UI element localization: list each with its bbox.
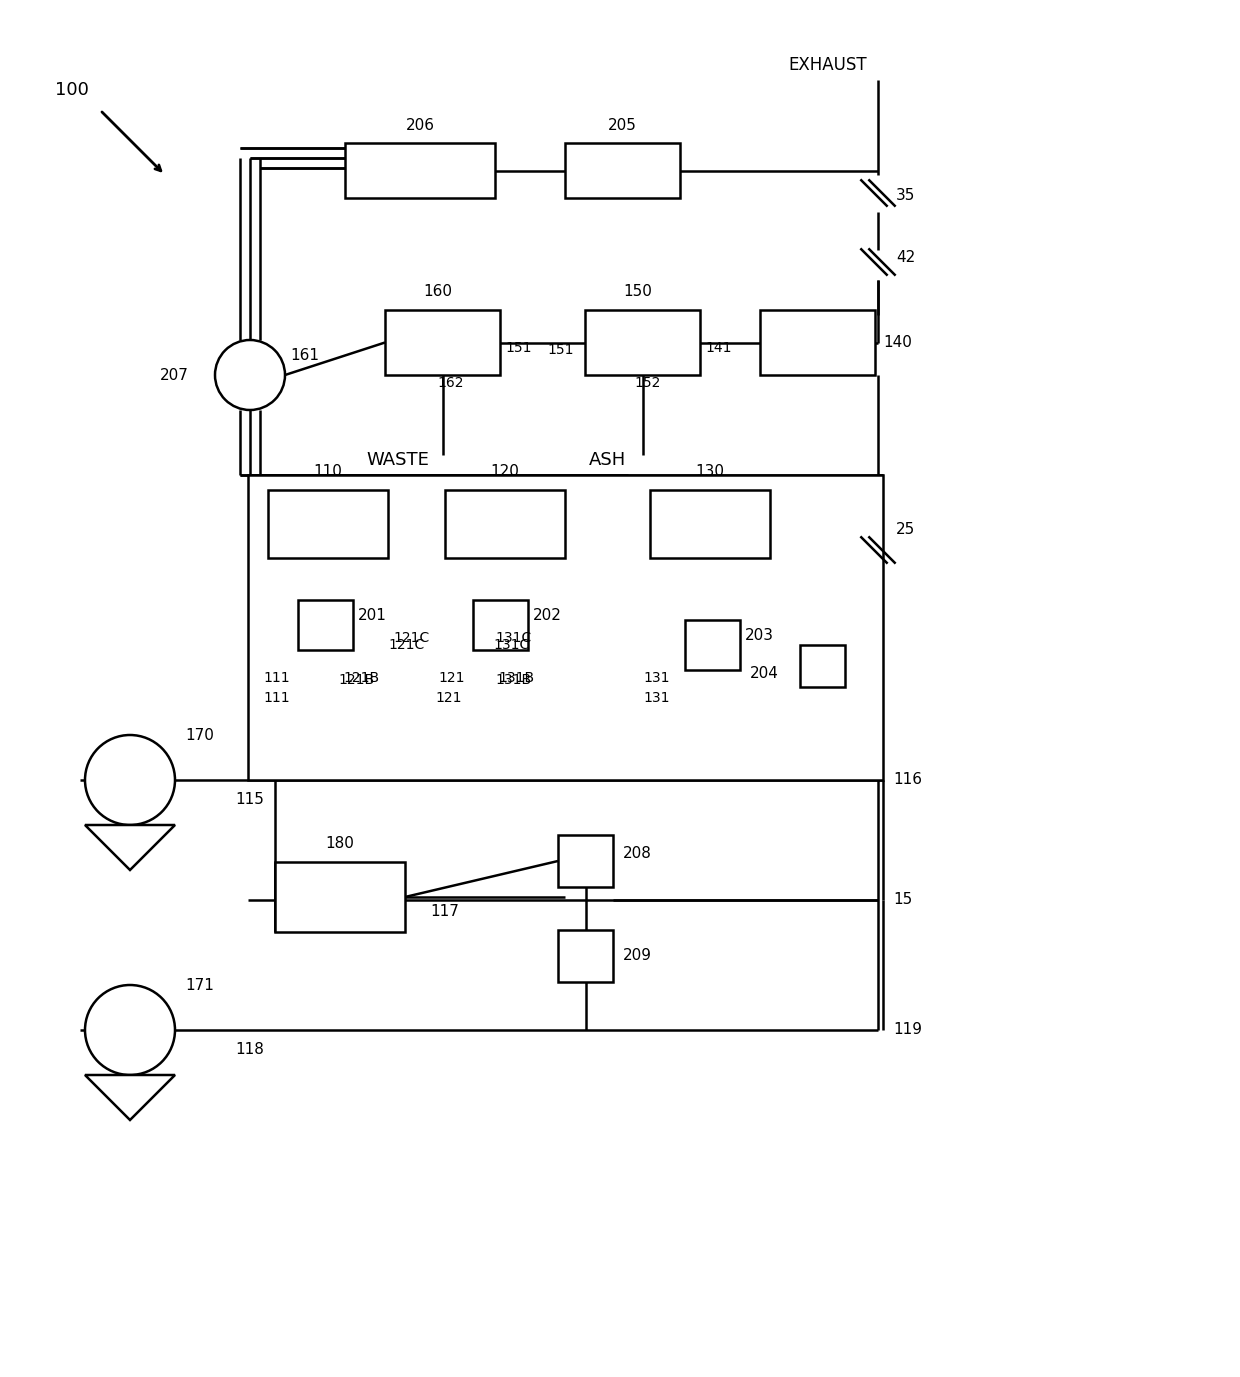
Bar bbox=[585, 310, 701, 375]
Text: 202: 202 bbox=[533, 607, 562, 622]
Text: 100: 100 bbox=[55, 81, 89, 99]
Text: ASH: ASH bbox=[589, 452, 626, 470]
Text: 121B: 121B bbox=[343, 671, 379, 684]
Text: 131B: 131B bbox=[495, 673, 531, 687]
Text: 208: 208 bbox=[622, 845, 652, 861]
Bar bbox=[445, 490, 565, 558]
Text: 131: 131 bbox=[644, 671, 670, 684]
Text: 204: 204 bbox=[750, 666, 779, 682]
Text: 162: 162 bbox=[438, 376, 464, 390]
Bar bbox=[472, 600, 528, 650]
Text: 209: 209 bbox=[622, 949, 652, 964]
Text: 121B: 121B bbox=[339, 673, 374, 687]
Bar bbox=[268, 490, 388, 558]
Text: 115: 115 bbox=[236, 793, 264, 807]
Bar bbox=[384, 310, 500, 375]
Text: 161: 161 bbox=[290, 347, 319, 362]
Text: 131: 131 bbox=[644, 691, 670, 705]
Text: 120: 120 bbox=[491, 464, 520, 479]
Text: 152: 152 bbox=[635, 376, 661, 390]
Text: 121: 121 bbox=[435, 691, 461, 705]
Bar bbox=[345, 143, 495, 198]
Bar bbox=[248, 475, 883, 779]
Text: 131C: 131C bbox=[494, 638, 529, 651]
Text: 203: 203 bbox=[745, 628, 774, 643]
Text: 171: 171 bbox=[185, 978, 213, 993]
Text: 117: 117 bbox=[430, 905, 459, 920]
Text: 25: 25 bbox=[897, 522, 915, 537]
Text: 140: 140 bbox=[883, 335, 911, 350]
Text: 119: 119 bbox=[893, 1023, 923, 1037]
Bar bbox=[275, 862, 405, 932]
Text: 131B: 131B bbox=[498, 671, 534, 684]
Circle shape bbox=[86, 985, 175, 1075]
Bar bbox=[684, 620, 740, 671]
Text: 180: 180 bbox=[326, 836, 355, 851]
Text: 206: 206 bbox=[405, 117, 434, 132]
Text: 141: 141 bbox=[706, 340, 732, 354]
Bar bbox=[760, 310, 875, 375]
Text: 110: 110 bbox=[314, 464, 342, 479]
Bar bbox=[650, 490, 770, 558]
Bar bbox=[558, 834, 613, 887]
Text: 207: 207 bbox=[160, 368, 188, 383]
Text: 201: 201 bbox=[358, 607, 387, 622]
Text: 121: 121 bbox=[438, 671, 465, 684]
Text: 130: 130 bbox=[696, 464, 724, 479]
Bar bbox=[298, 600, 353, 650]
Text: 15: 15 bbox=[893, 892, 913, 907]
Text: 150: 150 bbox=[622, 285, 652, 300]
Text: 111: 111 bbox=[263, 671, 290, 684]
Bar bbox=[565, 143, 680, 198]
Text: 151: 151 bbox=[505, 340, 532, 354]
Text: EXHAUST: EXHAUST bbox=[789, 56, 867, 74]
Text: 116: 116 bbox=[893, 772, 923, 788]
Bar bbox=[558, 929, 613, 982]
Text: 121C: 121C bbox=[393, 631, 429, 644]
Text: 118: 118 bbox=[236, 1042, 264, 1058]
Text: 35: 35 bbox=[897, 187, 915, 202]
Circle shape bbox=[86, 735, 175, 825]
Text: 42: 42 bbox=[897, 251, 915, 266]
Polygon shape bbox=[86, 825, 175, 870]
Text: 160: 160 bbox=[423, 285, 453, 300]
Text: 170: 170 bbox=[185, 727, 213, 742]
Text: WASTE: WASTE bbox=[366, 452, 429, 470]
Text: 205: 205 bbox=[608, 117, 637, 132]
Circle shape bbox=[215, 340, 285, 410]
Text: 111: 111 bbox=[263, 691, 290, 705]
Text: 131C: 131C bbox=[495, 631, 531, 644]
Polygon shape bbox=[86, 1075, 175, 1120]
Text: 121C: 121C bbox=[388, 638, 424, 651]
Text: 151: 151 bbox=[547, 343, 573, 358]
Bar bbox=[800, 644, 844, 687]
